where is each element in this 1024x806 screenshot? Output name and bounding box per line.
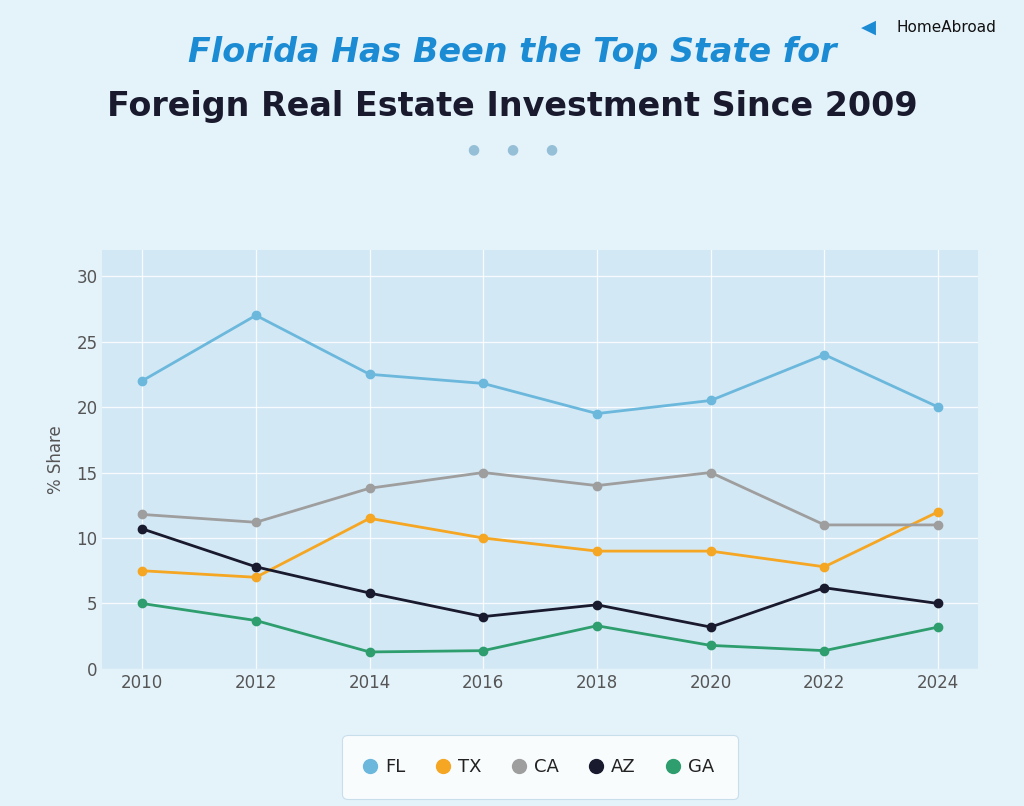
Text: Florida Has Been the Top State for: Florida Has Been the Top State for — [187, 36, 837, 69]
Text: ●: ● — [506, 142, 518, 156]
Text: ◀: ◀ — [860, 18, 876, 37]
Text: Foreign Real Estate Investment Since 2009: Foreign Real Estate Investment Since 200… — [106, 90, 918, 123]
Text: HomeAbroad: HomeAbroad — [896, 20, 996, 35]
Legend: FL, TX, CA, AZ, GA: FL, TX, CA, AZ, GA — [348, 740, 732, 794]
Y-axis label: % Share: % Share — [47, 425, 66, 494]
Text: ●: ● — [467, 142, 479, 156]
Text: ●: ● — [545, 142, 557, 156]
